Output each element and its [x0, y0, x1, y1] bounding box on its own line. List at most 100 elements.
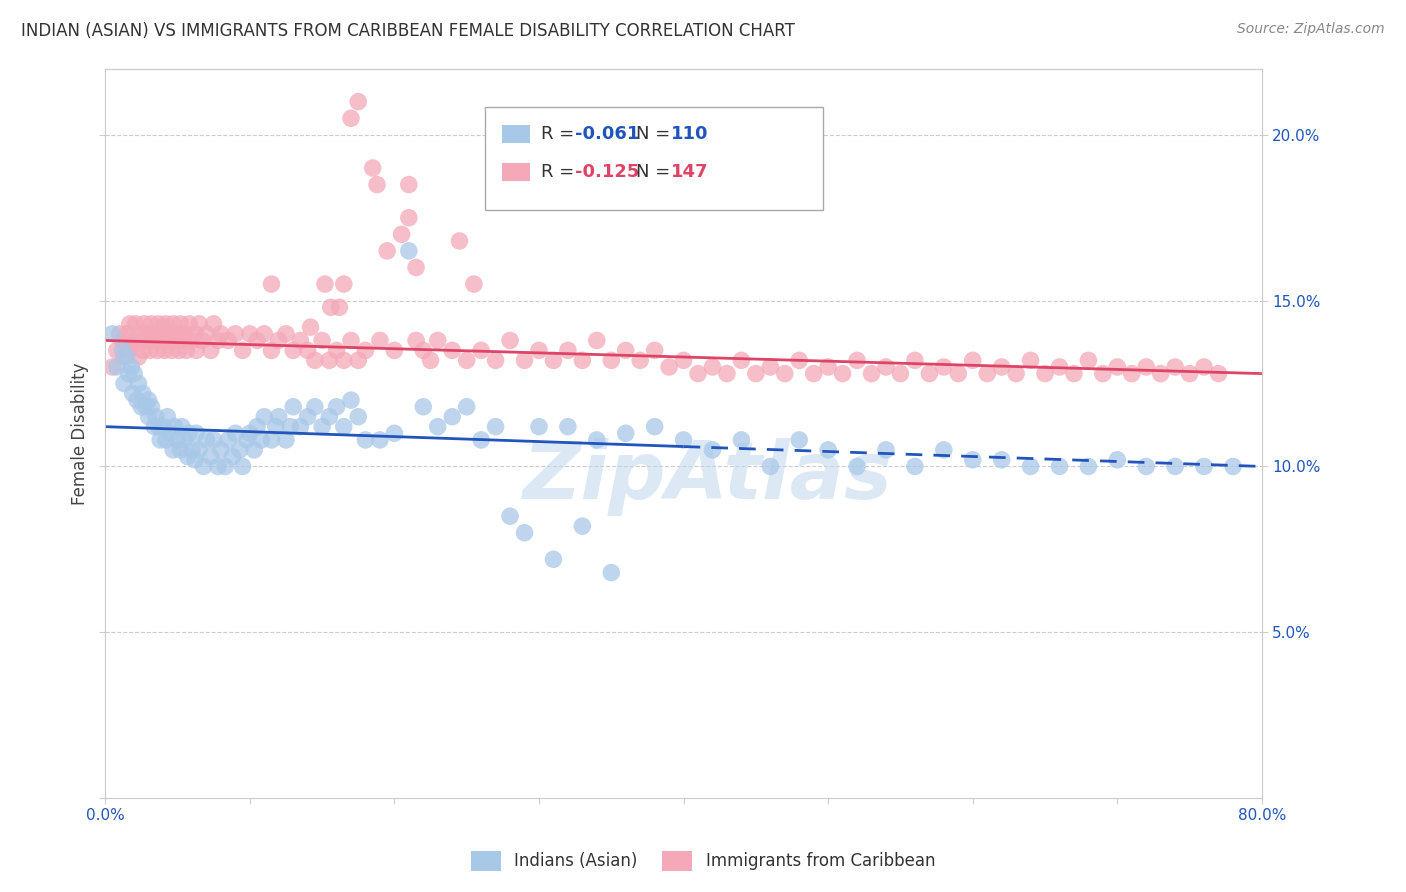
Point [571, 353, 593, 368]
Point [990, 452, 1012, 467]
Point [405, 334, 427, 348]
Point [166, 433, 188, 447]
Point [1208, 367, 1230, 381]
Point [264, 419, 287, 434]
Point [274, 433, 297, 447]
Point [1107, 452, 1129, 467]
Point [311, 334, 333, 348]
Point [193, 459, 215, 474]
Point [304, 400, 326, 414]
Point [139, 343, 162, 358]
Text: N =: N = [636, 163, 675, 181]
Point [484, 353, 506, 368]
Point [463, 277, 485, 291]
Point [860, 367, 883, 381]
Point [191, 334, 214, 348]
Point [101, 359, 124, 374]
Point [398, 178, 420, 192]
Point [1077, 353, 1099, 368]
Point [131, 326, 153, 341]
Text: N =: N = [636, 125, 675, 143]
Point [253, 326, 276, 341]
Point [368, 433, 391, 447]
Point [115, 350, 138, 364]
Point [297, 409, 319, 424]
Point [470, 343, 492, 358]
Text: 147: 147 [671, 163, 709, 181]
Point [173, 326, 195, 341]
Point [672, 433, 695, 447]
Text: 110: 110 [671, 125, 709, 143]
Point [283, 400, 305, 414]
Point [163, 419, 186, 434]
Point [557, 343, 579, 358]
Point [250, 433, 273, 447]
Point [152, 419, 174, 434]
Point [1178, 367, 1201, 381]
Point [101, 326, 124, 341]
Point [115, 326, 138, 341]
Point [141, 400, 163, 414]
Point [290, 419, 312, 434]
Point [138, 409, 160, 424]
Text: R =: R = [541, 163, 581, 181]
Point [557, 419, 579, 434]
Point [153, 343, 176, 358]
Point [1135, 459, 1157, 474]
Point [803, 367, 825, 381]
Point [131, 400, 153, 414]
Point [1049, 359, 1071, 374]
Point [314, 277, 336, 291]
Point [875, 359, 897, 374]
Point [156, 409, 179, 424]
Text: ZipAtlas: ZipAtlas [522, 438, 891, 516]
Point [132, 343, 155, 358]
Point [773, 367, 796, 381]
Point [398, 244, 420, 258]
Point [543, 353, 565, 368]
Point [135, 400, 157, 414]
Point [846, 459, 869, 474]
Point [889, 367, 911, 381]
Point [195, 326, 218, 341]
Point [138, 393, 160, 408]
Point [513, 353, 536, 368]
Point [702, 359, 724, 374]
Point [600, 566, 623, 580]
Point [118, 317, 141, 331]
Point [159, 326, 181, 341]
Point [146, 343, 169, 358]
Point [163, 334, 186, 348]
Point [426, 334, 449, 348]
Point [297, 343, 319, 358]
Point [361, 161, 384, 175]
Point [149, 334, 172, 348]
Point [426, 419, 449, 434]
Point [585, 433, 607, 447]
Point [686, 367, 709, 381]
Point [412, 343, 434, 358]
Point [207, 459, 229, 474]
Point [202, 317, 225, 331]
Point [391, 227, 413, 242]
Point [155, 317, 177, 331]
Point [121, 386, 143, 401]
Point [145, 409, 167, 424]
Point [170, 419, 193, 434]
Point [672, 353, 695, 368]
Point [127, 350, 149, 364]
Point [759, 359, 782, 374]
Point [260, 343, 283, 358]
Point [148, 317, 170, 331]
Point [283, 343, 305, 358]
Point [962, 353, 984, 368]
Point [499, 509, 522, 524]
Point [405, 260, 427, 275]
Point [1077, 459, 1099, 474]
Point [527, 419, 550, 434]
Point [441, 409, 464, 424]
Point [456, 400, 478, 414]
Point [228, 442, 250, 457]
Point [614, 426, 637, 441]
Point [200, 343, 222, 358]
